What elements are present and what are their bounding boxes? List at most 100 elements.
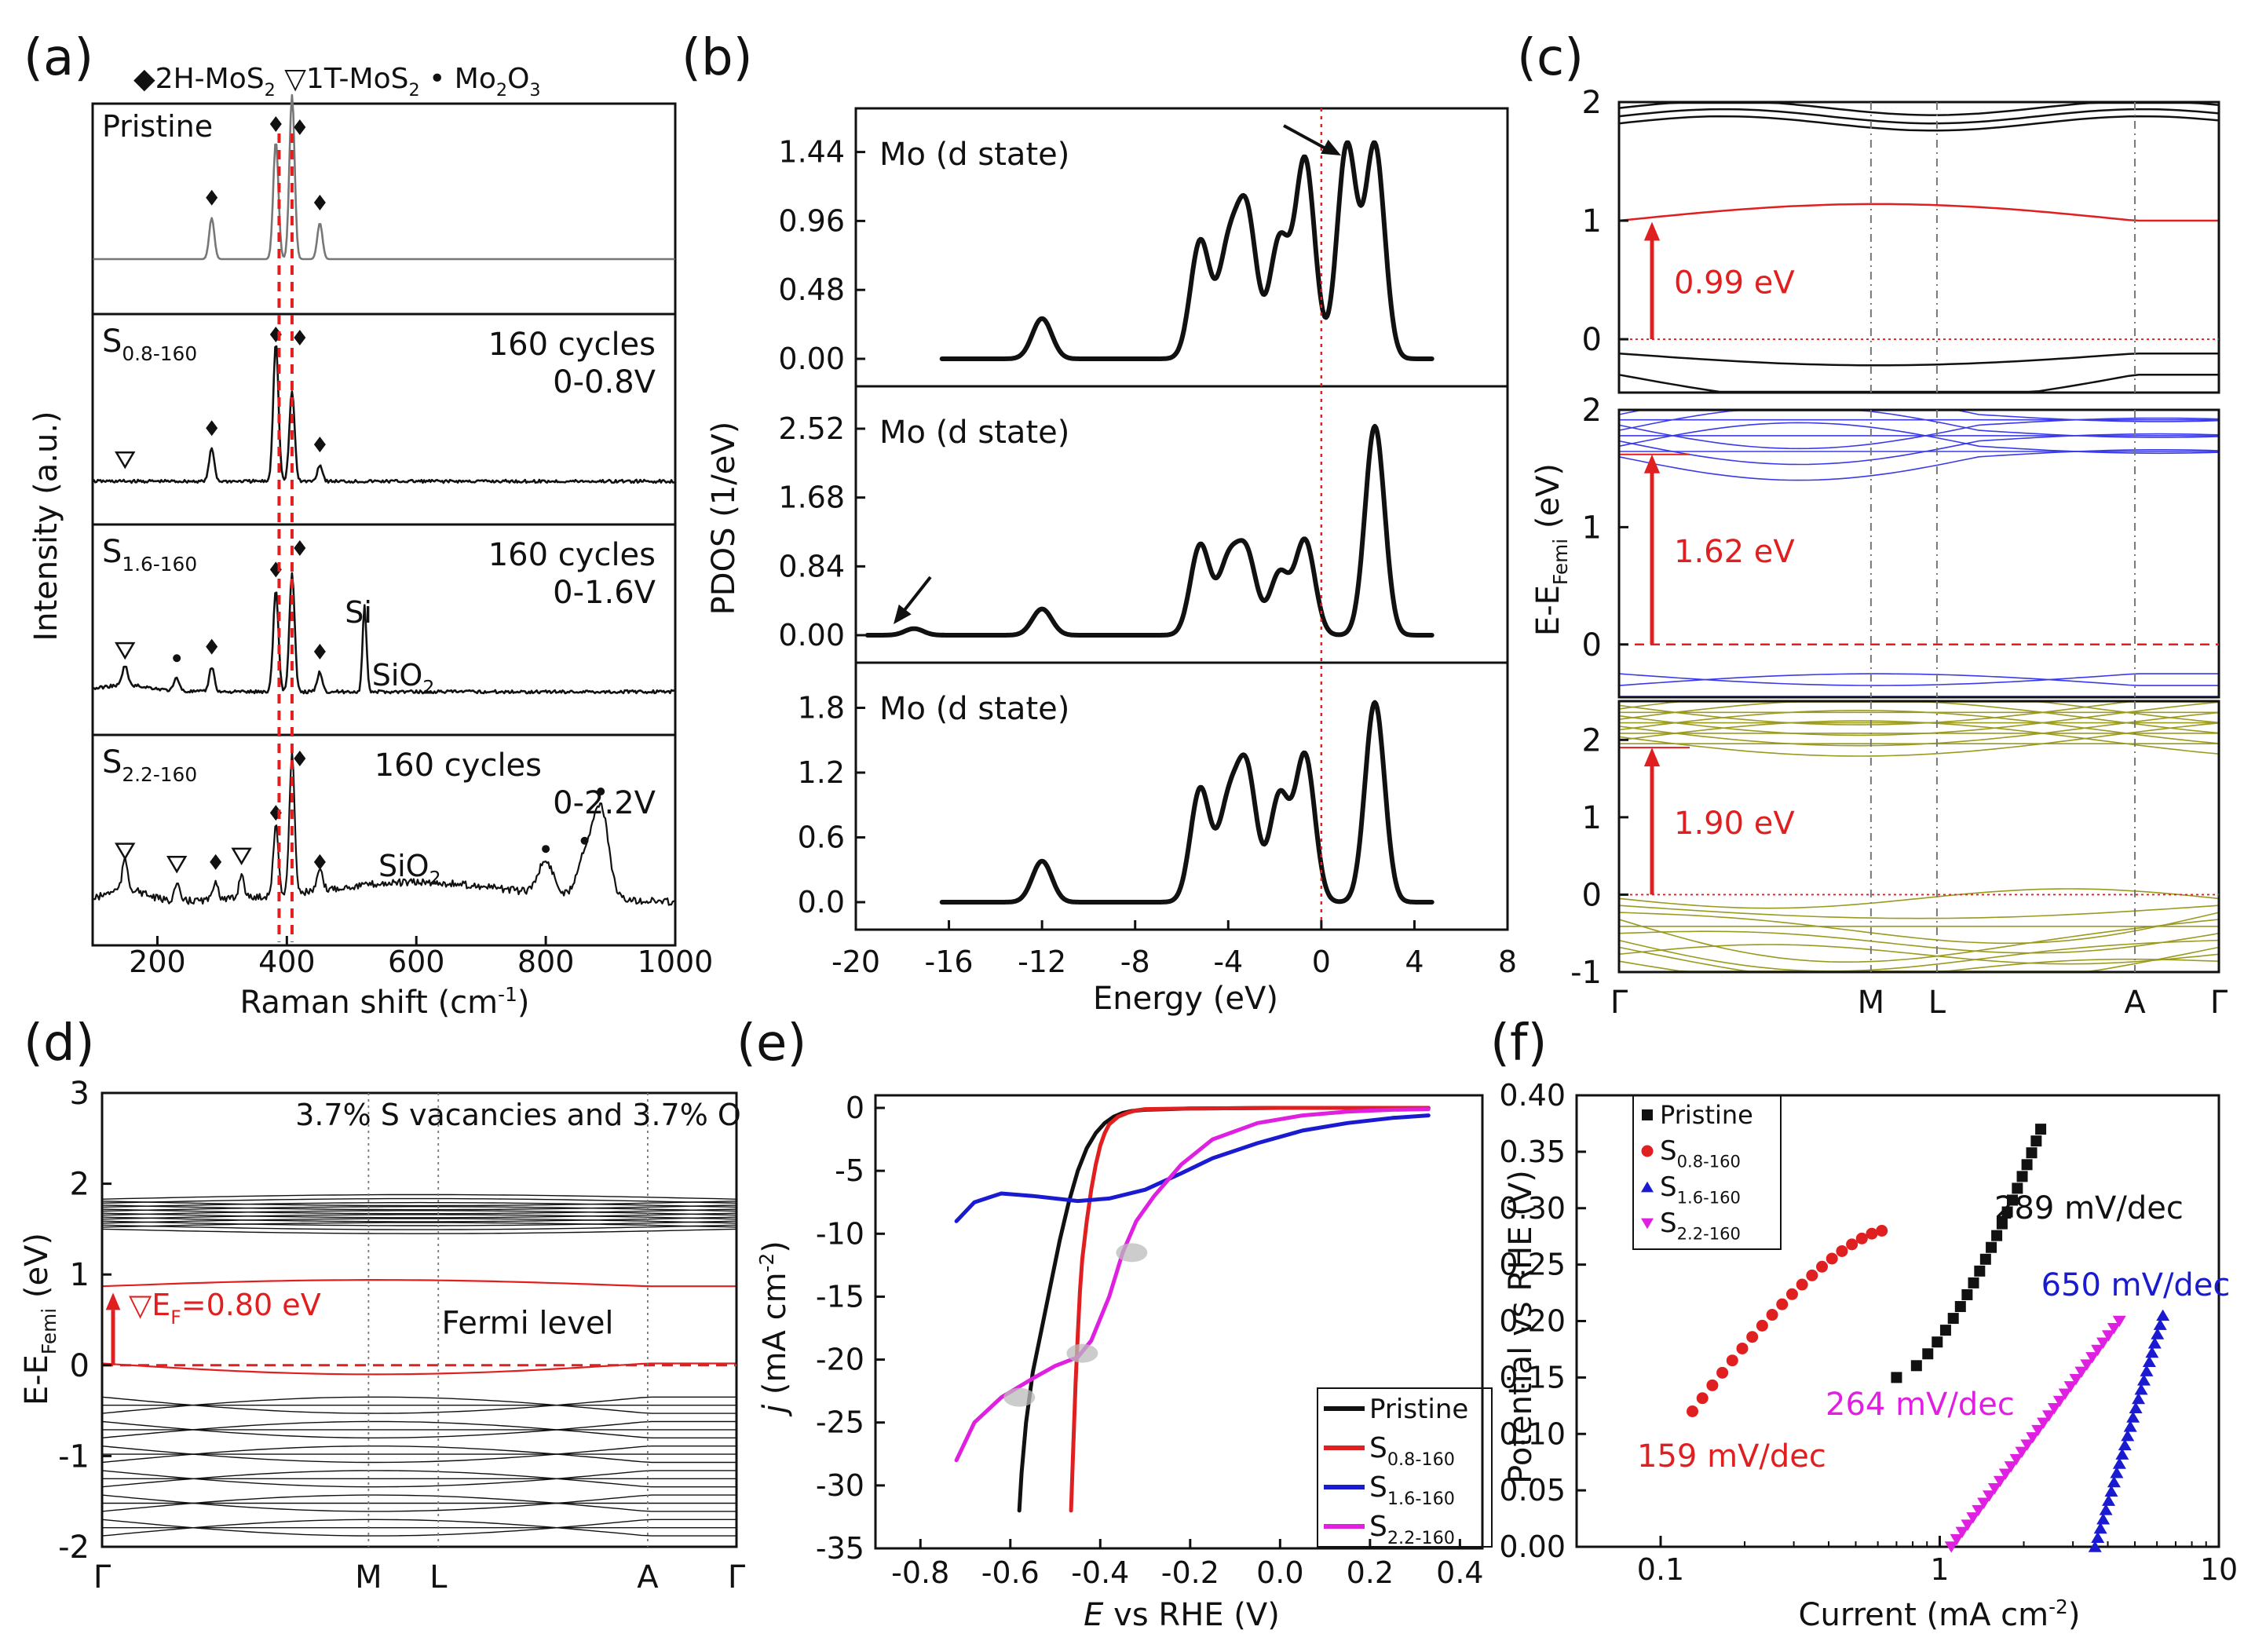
label-part: 0.8-160 xyxy=(1677,1152,1741,1171)
label-part: S xyxy=(1369,1432,1387,1464)
label-part: S xyxy=(1660,1208,1677,1239)
legend-box xyxy=(1317,1387,1493,1548)
subpanel-frame xyxy=(1617,101,2220,394)
label-part: 2.2-160 xyxy=(1387,1528,1455,1548)
label-part: -2 xyxy=(2049,1595,2068,1618)
slope-label: 650 mV/dec xyxy=(2041,1267,2231,1303)
data-point xyxy=(1746,1331,1759,1343)
label-part: S xyxy=(102,534,122,570)
y-tick-label: 0.48 xyxy=(778,272,845,307)
panel-letter: (f) xyxy=(1490,1014,1547,1073)
data-point xyxy=(1816,1260,1829,1273)
y-axis-label: E-EFemi (eV) xyxy=(19,1233,60,1405)
data-point xyxy=(2101,1330,2115,1342)
panel-letter: (e) xyxy=(736,1014,806,1073)
pdos-curve xyxy=(864,626,946,638)
data-point xyxy=(1961,1288,1973,1300)
data-point xyxy=(2026,1432,2040,1444)
y-tick-label: 1 xyxy=(1582,203,1602,239)
x-tick-label: -0.4 xyxy=(1071,1555,1129,1590)
y-tick-label: -25 xyxy=(816,1405,864,1440)
panel-letter: (a) xyxy=(24,29,93,87)
x-axis-label: Raman shift (cm-1) xyxy=(240,983,530,1021)
y-tick-label: 1.2 xyxy=(798,755,845,790)
label-part: • Mo xyxy=(420,63,496,95)
data-point xyxy=(2107,1475,2121,1488)
data-point xyxy=(1687,1405,1699,1417)
band-line xyxy=(101,1519,737,1537)
y-tick-label: 1 xyxy=(70,1257,90,1293)
data-point xyxy=(1996,1218,2008,1230)
data-point xyxy=(1932,1336,1943,1348)
label-part: ▽1T-MoS xyxy=(276,63,409,95)
y-axis-label: Intensity (a.u.) xyxy=(28,411,64,641)
legend-label: S1.6-160 xyxy=(1369,1471,1455,1509)
dot-marker xyxy=(597,788,605,796)
data-point xyxy=(1991,1230,2003,1241)
data-point xyxy=(1986,1241,1997,1253)
panel-letter: (c) xyxy=(1517,29,1584,87)
cycles-label: 160 cycles xyxy=(488,537,656,573)
data-point xyxy=(2001,1206,2013,1218)
x-tick-label: -4 xyxy=(1213,945,1243,979)
y-tick-label: -30 xyxy=(816,1468,864,1503)
x-tick-label: 1 xyxy=(1930,1552,1949,1587)
y-tick-label: 2 xyxy=(1582,85,1602,121)
band-line xyxy=(1617,115,2220,132)
data-point xyxy=(1766,1309,1778,1321)
label-part: =0.80 eV xyxy=(181,1288,321,1322)
arrow-head xyxy=(1321,139,1341,155)
data-point xyxy=(2096,1512,2111,1525)
data-point xyxy=(2110,1467,2124,1478)
data-point xyxy=(2142,1355,2156,1368)
y-tick-label: 0 xyxy=(1582,877,1602,913)
kpoint-label: Γ xyxy=(2210,985,2228,1021)
kpoint-label: Γ xyxy=(728,1559,746,1595)
data-point xyxy=(1998,1468,2012,1480)
x-tick-label: -12 xyxy=(1018,945,1066,979)
band-line xyxy=(1618,939,2220,972)
panel-letter: (d) xyxy=(24,1014,95,1073)
data-point xyxy=(2015,1446,2029,1459)
diamond-marker xyxy=(294,330,306,345)
legend-a: ◆2H-MoS2 ▽1T-MoS2 • Mo2O3 xyxy=(133,63,541,101)
data-point xyxy=(1979,1253,1991,1265)
slope-label: 159 mV/dec xyxy=(1637,1438,1826,1475)
legend-label: S0.8-160 xyxy=(1369,1432,1455,1470)
data-point xyxy=(2147,1337,2162,1349)
label-part: ) xyxy=(517,985,530,1021)
y-tick-label: -15 xyxy=(816,1279,864,1314)
plot-frame xyxy=(874,1094,1484,1550)
data-point xyxy=(1846,1238,1858,1251)
triangle-marker xyxy=(166,856,188,874)
spot-marker xyxy=(1003,1387,1036,1407)
data-point xyxy=(1716,1366,1729,1379)
label-part: Femi xyxy=(1549,539,1572,585)
label-part: 3 xyxy=(529,80,540,101)
y-tick-label: -1 xyxy=(58,1438,90,1475)
y-tick-label: 0.15 xyxy=(1499,1360,1566,1394)
band-line xyxy=(1618,722,2220,757)
legend-label: S0.8-160 xyxy=(1660,1135,1741,1171)
cycles-label: 160 cycles xyxy=(375,747,542,784)
kpoint-label: M xyxy=(1858,985,1885,1021)
label-part: E-E xyxy=(19,1354,55,1405)
si-label: Si xyxy=(345,595,372,630)
band-line xyxy=(101,1519,737,1537)
data-point xyxy=(2091,1531,2105,1544)
y-tick-label: 0.30 xyxy=(1499,1191,1566,1226)
x-tick-label: 200 xyxy=(129,945,186,979)
shift-arrow-head xyxy=(105,1292,121,1310)
data-point xyxy=(2047,1402,2061,1415)
data-point xyxy=(2140,1365,2154,1376)
label-part: SiO xyxy=(378,849,429,883)
pdos-curve xyxy=(939,700,1435,905)
label-part: S xyxy=(1369,1471,1387,1504)
x-tick-label: -16 xyxy=(925,945,974,979)
x-tick-label: -0.2 xyxy=(1161,1555,1219,1590)
y-tick-label: -2 xyxy=(58,1530,90,1566)
data-point xyxy=(1855,1232,1868,1244)
band-line xyxy=(101,1396,737,1414)
label-part: S xyxy=(1660,1135,1677,1167)
band-line xyxy=(1617,108,2220,125)
